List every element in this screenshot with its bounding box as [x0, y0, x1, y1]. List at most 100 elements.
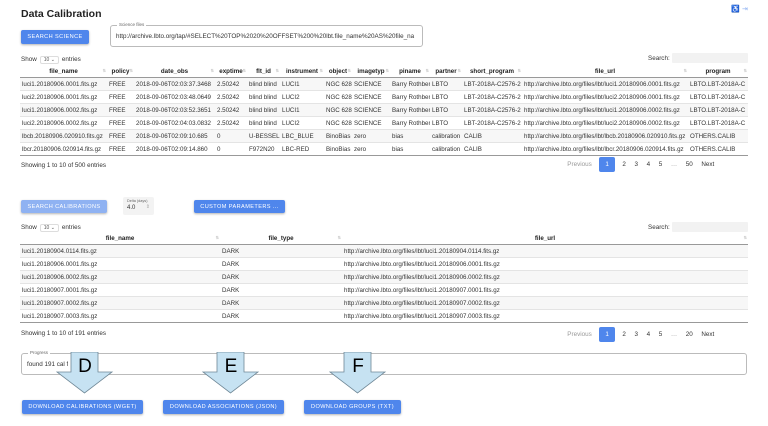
column-header-label: file_name	[49, 67, 78, 75]
column-header-imagetyp[interactable]: imagetyp ⇅	[352, 65, 390, 78]
page-button[interactable]: 4	[646, 331, 651, 338]
table-row[interactable]: lbcr.20180906.020914.fits.gz FREE 2018-09-…	[20, 142, 748, 156]
table-row[interactable]: luci1.20180907.0003.fits.gz DARK http://ar…	[20, 309, 748, 323]
column-header-exptime[interactable]: exptime ⇅	[215, 65, 247, 78]
cell-partner: LBTO	[430, 90, 462, 104]
page-button[interactable]: 1	[599, 157, 616, 172]
cell-file-url: http://archive.lbto.org/files/lbt/luci1.…	[522, 77, 688, 91]
science-files-input[interactable]: http://archive.lbto.org/tap/#SELECT%20TO…	[116, 33, 415, 40]
table-row[interactable]: lbcb.20180906.020910.fits.gz FREE 2018-09-…	[20, 129, 748, 143]
sort-icon: ⇅	[743, 68, 747, 73]
next-page-button[interactable]: Next	[701, 161, 715, 168]
cell-imagetyp: zero	[352, 129, 390, 143]
cell-imagetyp: SCIENCE	[352, 77, 390, 91]
table-row[interactable]: luci1.20180906.0001.fits.gz FREE 2018-09-0…	[20, 77, 748, 91]
search-science-button[interactable]: Search Science	[21, 30, 89, 44]
cell-date-obs: 2018-09-06T02:09:10.685	[134, 129, 215, 143]
cell-short-program: CALIB	[462, 129, 522, 143]
download-groups-button[interactable]: Download Groups (TXT)	[304, 400, 401, 414]
sort-icon: ⇅	[683, 68, 687, 73]
cal-search-input[interactable]	[672, 222, 748, 232]
cell-date-obs: 2018-09-06T02:03:37.3468	[134, 77, 215, 91]
cell-flt-id: F972N20	[247, 142, 280, 156]
column-header-flt-id[interactable]: flt_id ⇅	[247, 65, 280, 78]
cell-object: NGC 628	[324, 103, 352, 117]
page-button[interactable]: 5	[658, 161, 663, 168]
cell-date-obs: 2018-09-06T02:03:52.3651	[134, 103, 215, 117]
column-header-object[interactable]: object ⇅	[324, 65, 352, 78]
column-header-instrument[interactable]: instrument ⇅	[280, 65, 324, 78]
page-button[interactable]: 50	[685, 161, 693, 168]
previous-page-button[interactable]: Previous	[567, 331, 592, 338]
cell-file-url: http://archive.lbto.org/files/lbt/luci1.…	[342, 244, 748, 258]
page-button[interactable]: 3	[634, 331, 639, 338]
annotation-arrow-d: D	[55, 351, 114, 394]
cell-object: NGC 628	[324, 90, 352, 104]
column-header-file-url[interactable]: file_url ⇅	[342, 232, 748, 245]
column-header-policy[interactable]: policy ⇅	[107, 65, 134, 78]
sort-icon: ⇅	[347, 68, 351, 73]
page-size-select[interactable]: 10 ⌄	[39, 224, 59, 232]
cell-file-name: luci1.20180904.0114.fits.gz	[20, 244, 220, 258]
cal-page-size: Show 10 ⌄ entries	[21, 224, 81, 232]
table-row[interactable]: luci1.20180906.0001.fits.gz DARK http://ar…	[20, 257, 748, 271]
cell-program: OTHERS.CALIB	[688, 129, 748, 143]
page-button[interactable]: 4	[646, 161, 651, 168]
cell-instrument: LUCI2	[280, 116, 324, 130]
cell-file-name: luci1.20180906.0002.fits.gz	[20, 103, 107, 117]
page-button[interactable]: 3	[634, 161, 639, 168]
next-page-button[interactable]: Next	[701, 331, 715, 338]
column-header-label: partner	[435, 67, 457, 75]
column-header-label: imagetyp	[357, 67, 385, 75]
cell-piname: Barry Rothberg	[390, 77, 430, 91]
sort-icon: ⇅	[743, 235, 747, 240]
science-search-input[interactable]	[672, 53, 748, 63]
cell-object: BinoBias	[324, 142, 352, 156]
table-row[interactable]: luci2.20180906.0002.fits.gz FREE 2018-09-0…	[20, 116, 748, 130]
column-header-label: policy	[111, 67, 130, 75]
download-associations-button[interactable]: Download Associations (JSON)	[163, 400, 284, 414]
table-row[interactable]: luci1.20180907.0002.fits.gz DARK http://ar…	[20, 296, 748, 310]
accessibility-icon[interactable]: ♿	[731, 6, 740, 13]
page-size-select[interactable]: 10 ⌄	[39, 56, 59, 64]
cell-instrument: LBC-RED	[280, 142, 324, 156]
page-button[interactable]: 1	[599, 327, 616, 342]
page-button[interactable]: 5	[658, 331, 663, 338]
table-row[interactable]: luci2.20180906.0001.fits.gz FREE 2018-09-0…	[20, 90, 748, 104]
column-header-file-url[interactable]: file_url ⇅	[522, 65, 688, 78]
column-header-partner[interactable]: partner ⇅	[430, 65, 462, 78]
column-header-label: flt_id	[256, 67, 271, 75]
science-files-field[interactable]: Science files http://archive.lbto.org/ta…	[110, 22, 423, 47]
cell-partner: LBTO	[430, 77, 462, 91]
table-row[interactable]: luci1.20180906.0002.fits.gz DARK http://ar…	[20, 270, 748, 284]
table-row[interactable]: luci1.20180904.0114.fits.gz DARK http://ar…	[20, 244, 748, 258]
logout-icon[interactable]: ⇥	[742, 6, 748, 13]
custom-parameters-button[interactable]: Custom Parameters ...	[194, 200, 285, 213]
download-calibrations-button[interactable]: Download Calibrations (WGET)	[22, 400, 143, 414]
delta-days-field[interactable]: Delta (days) 4.0 ⇕	[123, 197, 154, 215]
page-button[interactable]: 20	[685, 331, 693, 338]
annotation-arrow-e: E	[201, 351, 260, 394]
column-header-date-obs[interactable]: date_obs ⇅	[134, 65, 215, 78]
cell-instrument: LBC_BLUE	[280, 129, 324, 143]
column-header-file-name[interactable]: file_name ⇅	[20, 232, 220, 245]
table-row[interactable]: luci1.20180906.0002.fits.gz FREE 2018-09-0…	[20, 103, 748, 117]
column-header-file-name[interactable]: file_name ⇅	[20, 65, 107, 78]
stepper-icon[interactable]: ⇕	[145, 204, 150, 210]
progress-text: found 191 cal f	[27, 361, 69, 368]
column-header-file-type[interactable]: file_type ⇅	[220, 232, 342, 245]
column-header-short-program[interactable]: short_program ⇅	[462, 65, 522, 78]
page-button[interactable]: 2	[622, 161, 626, 168]
page-button[interactable]: 2	[622, 331, 626, 338]
table-row[interactable]: luci1.20180907.0001.fits.gz DARK http://ar…	[20, 283, 748, 297]
column-header-label: exptime	[219, 67, 243, 75]
column-header-piname[interactable]: piname ⇅	[390, 65, 430, 78]
search-calibrations-button[interactable]: Search Calibrations	[21, 200, 107, 213]
delta-days-input[interactable]: 4.0	[127, 205, 136, 211]
column-header-program[interactable]: program ⇅	[688, 65, 748, 78]
delta-days-label: Delta (days)	[127, 199, 148, 203]
previous-page-button[interactable]: Previous	[567, 161, 592, 168]
cell-object: NGC 628	[324, 116, 352, 130]
cell-short-program: LBT-2018A-C2576-2	[462, 90, 522, 104]
cell-exptime: 0	[215, 129, 247, 143]
